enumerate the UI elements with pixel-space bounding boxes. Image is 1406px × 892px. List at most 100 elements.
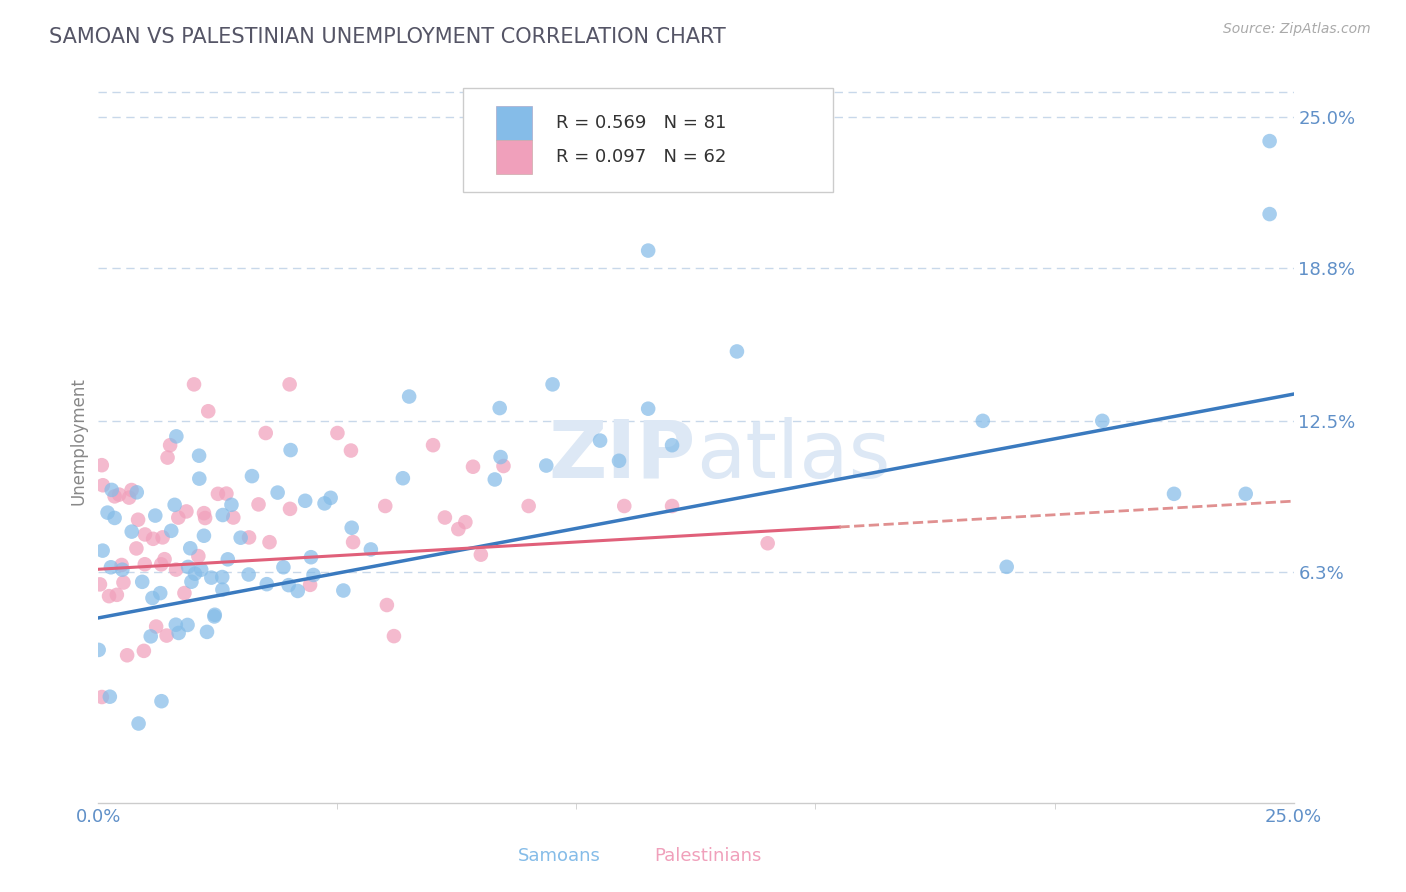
Point xyxy=(607,454,630,468)
Point xyxy=(589,434,612,448)
Point xyxy=(134,558,156,572)
Point xyxy=(995,559,1018,574)
Point xyxy=(1234,487,1257,501)
Point xyxy=(163,498,186,512)
Point xyxy=(211,582,233,597)
Point xyxy=(91,478,114,492)
Point xyxy=(661,499,683,513)
Point xyxy=(167,510,190,524)
Point xyxy=(217,552,239,566)
Point xyxy=(238,567,260,582)
Point xyxy=(240,469,263,483)
Point xyxy=(332,583,354,598)
Point xyxy=(374,499,396,513)
Point xyxy=(273,560,295,574)
Point xyxy=(125,485,148,500)
Point xyxy=(280,443,302,458)
Point xyxy=(294,493,316,508)
Point xyxy=(202,609,225,624)
Point xyxy=(360,542,382,557)
Point xyxy=(145,619,167,633)
Point xyxy=(160,524,183,538)
Point xyxy=(104,489,127,503)
Point xyxy=(278,377,301,392)
Point xyxy=(211,570,233,584)
Text: SAMOAN VS PALESTINIAN UNEMPLOYMENT CORRELATION CHART: SAMOAN VS PALESTINIAN UNEMPLOYMENT CORRE… xyxy=(49,27,725,46)
Point xyxy=(96,506,118,520)
Point xyxy=(111,558,134,572)
Point xyxy=(461,459,484,474)
Point xyxy=(150,694,173,708)
Point xyxy=(87,643,110,657)
Point xyxy=(188,449,211,463)
Point xyxy=(972,414,994,428)
Text: Source: ZipAtlas.com: Source: ZipAtlas.com xyxy=(1223,22,1371,37)
Point xyxy=(128,716,150,731)
FancyBboxPatch shape xyxy=(496,105,533,140)
Point xyxy=(141,591,163,605)
Point xyxy=(229,531,252,545)
Point xyxy=(91,543,114,558)
Point xyxy=(104,511,127,525)
Point xyxy=(177,560,200,574)
Point xyxy=(326,425,349,440)
Point xyxy=(165,429,187,443)
Point xyxy=(111,563,134,577)
Point xyxy=(190,563,212,577)
Point xyxy=(165,563,187,577)
Point xyxy=(159,438,181,452)
Point xyxy=(447,522,470,536)
Point xyxy=(489,450,512,464)
Point xyxy=(173,586,195,600)
Point xyxy=(115,648,138,663)
Point xyxy=(112,575,135,590)
FancyBboxPatch shape xyxy=(463,87,834,193)
Point xyxy=(134,527,156,541)
Point xyxy=(188,472,211,486)
Text: R = 0.097   N = 62: R = 0.097 N = 62 xyxy=(557,148,727,166)
Point xyxy=(299,578,322,592)
Point xyxy=(541,377,564,392)
FancyBboxPatch shape xyxy=(606,844,637,871)
Point xyxy=(195,624,218,639)
Point xyxy=(340,521,363,535)
Point xyxy=(314,496,336,510)
Point xyxy=(176,504,198,518)
Point xyxy=(340,443,363,458)
Point xyxy=(1258,134,1281,148)
Point xyxy=(90,458,112,472)
Point xyxy=(215,486,238,500)
Point xyxy=(392,471,415,485)
Point xyxy=(183,377,205,392)
Point xyxy=(613,499,636,513)
Point xyxy=(156,450,179,465)
Point xyxy=(90,690,112,704)
Point xyxy=(142,532,165,546)
Point xyxy=(184,566,207,581)
Point xyxy=(132,644,155,658)
Point xyxy=(149,586,172,600)
Point xyxy=(1163,487,1185,501)
Point xyxy=(287,584,309,599)
FancyBboxPatch shape xyxy=(496,139,533,174)
Point xyxy=(200,571,222,585)
Point xyxy=(1091,414,1114,428)
Point xyxy=(319,491,342,505)
Point xyxy=(342,535,364,549)
Point xyxy=(125,541,148,556)
Point xyxy=(398,390,420,404)
Text: Samoans: Samoans xyxy=(517,847,600,864)
Point xyxy=(1258,207,1281,221)
Point xyxy=(131,574,153,589)
Point xyxy=(193,529,215,543)
Point xyxy=(661,438,683,452)
Point xyxy=(470,548,492,562)
Text: R = 0.569   N = 81: R = 0.569 N = 81 xyxy=(557,114,727,132)
Text: atlas: atlas xyxy=(696,417,890,495)
Point xyxy=(100,483,122,497)
Point xyxy=(211,508,233,522)
Point xyxy=(382,629,405,643)
Point xyxy=(238,530,260,544)
Point xyxy=(484,473,506,487)
Point xyxy=(725,344,748,359)
